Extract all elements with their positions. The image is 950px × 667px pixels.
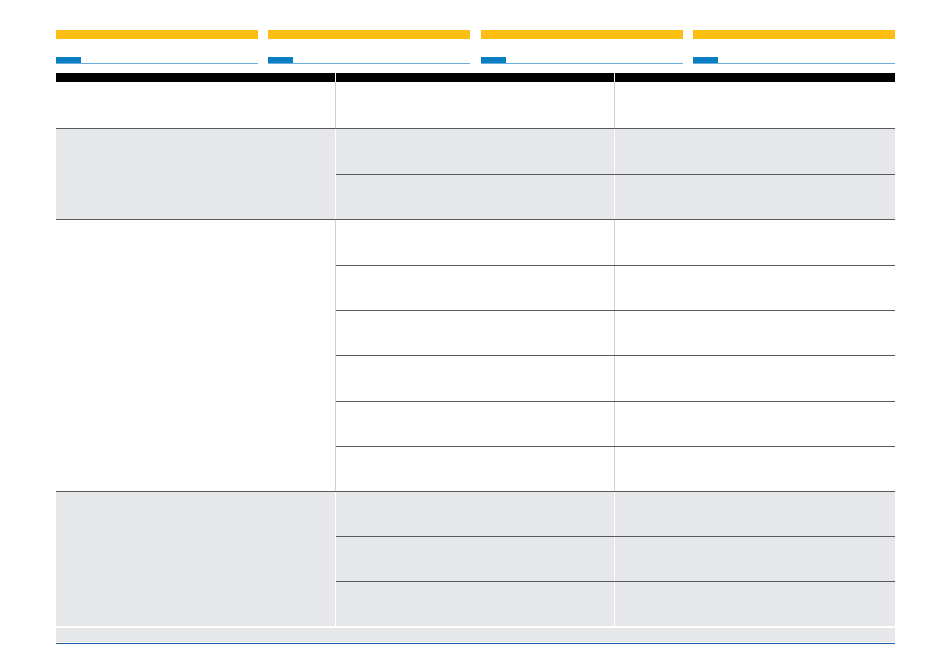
header-bars	[56, 30, 895, 39]
table	[56, 73, 895, 626]
group-lines	[56, 128, 895, 492]
row-group	[56, 128, 895, 219]
row-group	[56, 82, 895, 128]
header-bar	[481, 30, 683, 39]
header-bar	[693, 30, 895, 39]
header-bar	[268, 30, 470, 39]
tab-marker	[693, 57, 718, 63]
tab-marker	[481, 57, 506, 63]
header-bar	[56, 30, 258, 39]
tabs	[56, 57, 895, 64]
tab-marker	[268, 57, 293, 63]
table-header	[56, 73, 895, 82]
row-group	[56, 491, 895, 626]
tab-marker	[56, 57, 81, 63]
footer-band	[56, 628, 895, 642]
subrow-lines	[336, 174, 895, 582]
